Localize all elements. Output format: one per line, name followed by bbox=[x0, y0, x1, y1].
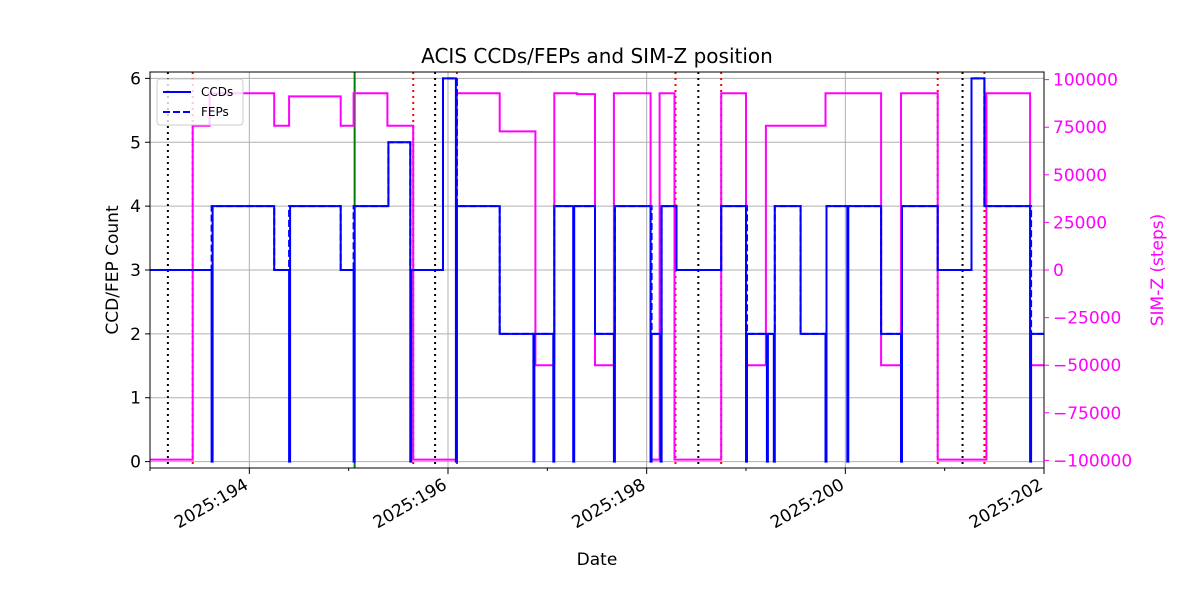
left-axis-label: CCD/FEP Count bbox=[103, 205, 123, 335]
chart-title: ACIS CCDs/FEPs and SIM-Z position bbox=[421, 44, 773, 68]
x-axis-label: Date bbox=[577, 550, 618, 570]
right-tick-label: 25000 bbox=[1053, 213, 1107, 233]
left-axis-ticks: 0 1 2 3 4 5 6 bbox=[130, 69, 150, 473]
right-tick-label: −25000 bbox=[1053, 309, 1121, 329]
right-axis-label: SIM-Z (steps) bbox=[1148, 214, 1168, 327]
right-tick-label: −50000 bbox=[1053, 356, 1121, 376]
right-tick-label: −75000 bbox=[1053, 404, 1121, 424]
left-tick-label: 5 bbox=[130, 133, 141, 153]
left-tick-label: 1 bbox=[130, 389, 141, 409]
data-series bbox=[150, 77, 1044, 463]
left-tick-label: 4 bbox=[130, 197, 141, 217]
right-axis-ticks: 100000 75000 50000 25000 0 −25000 −50000 −75000… bbox=[1044, 71, 1132, 471]
right-tick-label: 100000 bbox=[1053, 71, 1118, 91]
left-tick-label: 2 bbox=[130, 325, 141, 345]
right-tick-label: 75000 bbox=[1053, 118, 1107, 138]
legend-box bbox=[156, 78, 244, 126]
right-tick-label: 0 bbox=[1053, 261, 1064, 281]
legend: CCDs FEPs bbox=[156, 78, 244, 126]
legend-feps-label: FEPs bbox=[201, 105, 229, 119]
grid-lines bbox=[150, 72, 1045, 468]
left-tick-label: 3 bbox=[130, 261, 141, 281]
left-tick-label: 0 bbox=[130, 453, 141, 473]
right-tick-label: −100000 bbox=[1053, 451, 1132, 471]
legend-ccds-label: CCDs bbox=[201, 85, 233, 99]
ccds-series-line bbox=[150, 77, 1044, 463]
right-tick-label: 50000 bbox=[1053, 166, 1107, 186]
left-tick-label: 6 bbox=[130, 69, 141, 89]
